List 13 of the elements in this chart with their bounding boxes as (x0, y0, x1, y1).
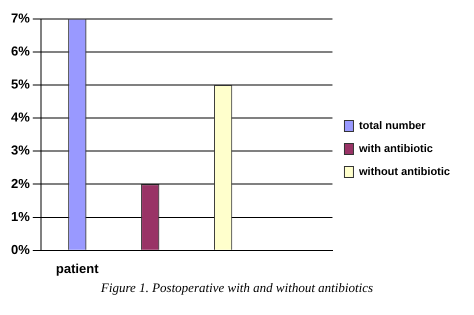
y-tick-label: 5% (10, 76, 30, 92)
x-tick-label: patient (56, 260, 100, 276)
y-tick-label: 6% (10, 43, 30, 58)
legend-label: total number (358, 120, 426, 132)
y-tick-label: 7% (10, 10, 30, 26)
y-tick-label: 3% (10, 142, 30, 158)
caption: Figure 1. Postoperative with and without antibiotics (100, 280, 374, 296)
y-tick-label: 1% (10, 208, 30, 224)
legend-label: without antibiotic (358, 166, 450, 178)
y-tick-label: 2% (10, 176, 30, 191)
y-tick-label: 4% (10, 110, 30, 125)
y-tick-label: 0% (10, 242, 30, 257)
legend-label: with antibiotic (358, 143, 433, 156)
